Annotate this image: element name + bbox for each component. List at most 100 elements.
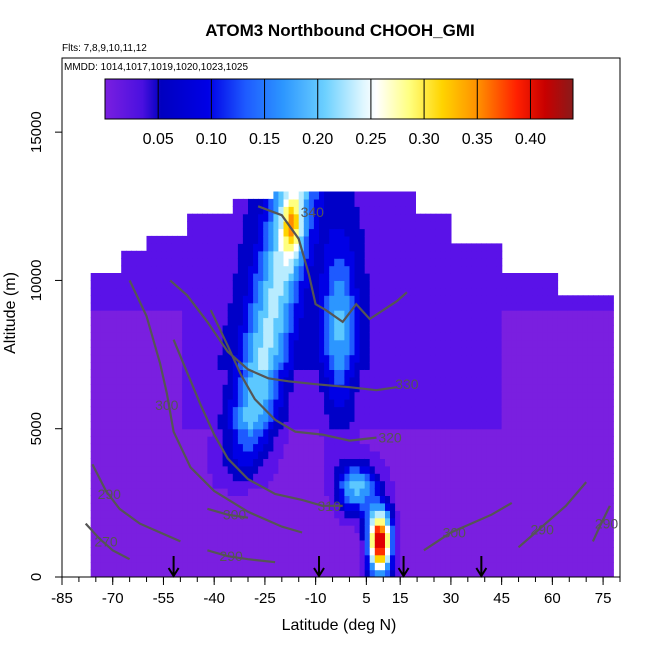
heatmap-cell	[339, 539, 345, 548]
heatmap-cell	[212, 302, 219, 311]
heatmap-cell	[187, 339, 193, 348]
heatmap-cell	[298, 280, 305, 289]
colorbar-tick-label: 0.40	[515, 131, 546, 148]
heatmap-cell	[608, 480, 614, 489]
heatmap-cell	[253, 547, 259, 556]
heatmap-cell	[598, 532, 604, 541]
heatmap-cell	[359, 287, 366, 296]
heatmap-cell	[567, 399, 574, 408]
heatmap-cell	[258, 502, 264, 511]
heatmap-cell	[293, 243, 300, 252]
heatmap-cell	[440, 569, 447, 577]
heatmap-cell	[405, 421, 411, 430]
heatmap-cell	[364, 369, 371, 378]
heatmap-cell	[177, 347, 183, 356]
heatmap-cell	[430, 369, 437, 378]
heatmap-cell	[486, 406, 493, 415]
heatmap-cell	[324, 451, 330, 459]
heatmap-cell	[116, 465, 122, 474]
heatmap-cell	[410, 235, 416, 244]
heatmap-cell	[466, 295, 472, 304]
heatmap-cell	[151, 250, 158, 259]
x-tick-label: -85	[51, 590, 73, 607]
heatmap-cell	[390, 250, 396, 259]
heatmap-cell	[263, 295, 269, 304]
heatmap-cell	[192, 339, 198, 348]
heatmap-cell	[405, 362, 411, 370]
heatmap-cell	[222, 421, 229, 430]
heatmap-cell	[319, 436, 325, 445]
y-tick-label: 15000	[28, 111, 45, 153]
heatmap-cell	[253, 332, 259, 341]
heatmap-cell	[369, 339, 376, 348]
heatmap-cell	[298, 510, 305, 519]
heatmap-cell	[90, 317, 97, 326]
heatmap-cell	[374, 354, 381, 363]
heatmap-cell	[202, 302, 208, 311]
heatmap-cell	[385, 510, 391, 519]
heatmap-cell	[516, 317, 523, 326]
heatmap-cell	[552, 324, 559, 333]
heatmap-cell	[187, 280, 193, 289]
heatmap-cell	[461, 525, 467, 534]
heatmap-cell	[131, 562, 137, 571]
heatmap-cell	[420, 221, 427, 230]
heatmap-cell	[587, 332, 594, 341]
heatmap-cell	[121, 488, 127, 496]
heatmap-cell	[242, 406, 249, 415]
heatmap-cell	[111, 510, 117, 519]
heatmap-cell	[192, 384, 198, 393]
heatmap-cell	[486, 391, 493, 400]
heatmap-cell	[516, 324, 523, 333]
heatmap-cell	[364, 310, 371, 319]
heatmap-cell	[100, 517, 107, 526]
heatmap-cell	[456, 539, 462, 548]
heatmap-cell	[319, 273, 325, 281]
heatmap-cell	[121, 436, 127, 445]
heatmap-cell	[466, 273, 472, 281]
heatmap-cell	[197, 465, 203, 474]
heatmap-cell	[349, 376, 356, 385]
heatmap-cell	[171, 443, 178, 452]
heatmap-cell	[440, 436, 447, 445]
heatmap-cell	[511, 273, 518, 281]
heatmap-cell	[354, 539, 361, 548]
heatmap-cell	[405, 339, 411, 348]
heatmap-cell	[506, 391, 513, 400]
heatmap-cell	[425, 243, 432, 252]
heatmap-cell	[303, 384, 310, 393]
heatmap-cell	[390, 235, 396, 244]
heatmap-cell	[141, 391, 148, 400]
heatmap-cell	[582, 339, 589, 348]
heatmap-cell	[516, 436, 523, 445]
heatmap-cell	[177, 451, 183, 459]
heatmap-cell	[430, 235, 437, 244]
heatmap-cell	[283, 317, 290, 326]
heatmap-cell	[344, 562, 351, 571]
heatmap-cell	[527, 436, 533, 445]
heatmap-cell	[242, 517, 249, 526]
heatmap-cell	[242, 376, 249, 385]
heatmap-cell	[334, 354, 340, 363]
heatmap-cell	[598, 539, 604, 548]
heatmap-cell	[329, 406, 335, 415]
heatmap-cell	[177, 428, 183, 437]
heatmap-cell	[222, 287, 229, 296]
heatmap-cell	[222, 324, 229, 333]
heatmap-cell	[288, 406, 295, 415]
heatmap-cell	[111, 480, 117, 489]
heatmap-cell	[466, 510, 472, 519]
heatmap-cell	[166, 258, 173, 267]
heatmap-cell	[319, 258, 325, 267]
heatmap-cell	[577, 302, 584, 311]
heatmap-cell	[248, 273, 254, 281]
heatmap-cell	[116, 532, 122, 541]
heatmap-cell	[516, 539, 523, 548]
heatmap-cell	[496, 510, 503, 519]
heatmap-cell	[415, 235, 422, 244]
heatmap-cell	[166, 280, 173, 289]
heatmap-cell	[131, 547, 137, 556]
heatmap-cell	[212, 295, 219, 304]
heatmap-cell	[450, 547, 457, 556]
heatmap-cell	[410, 495, 416, 504]
